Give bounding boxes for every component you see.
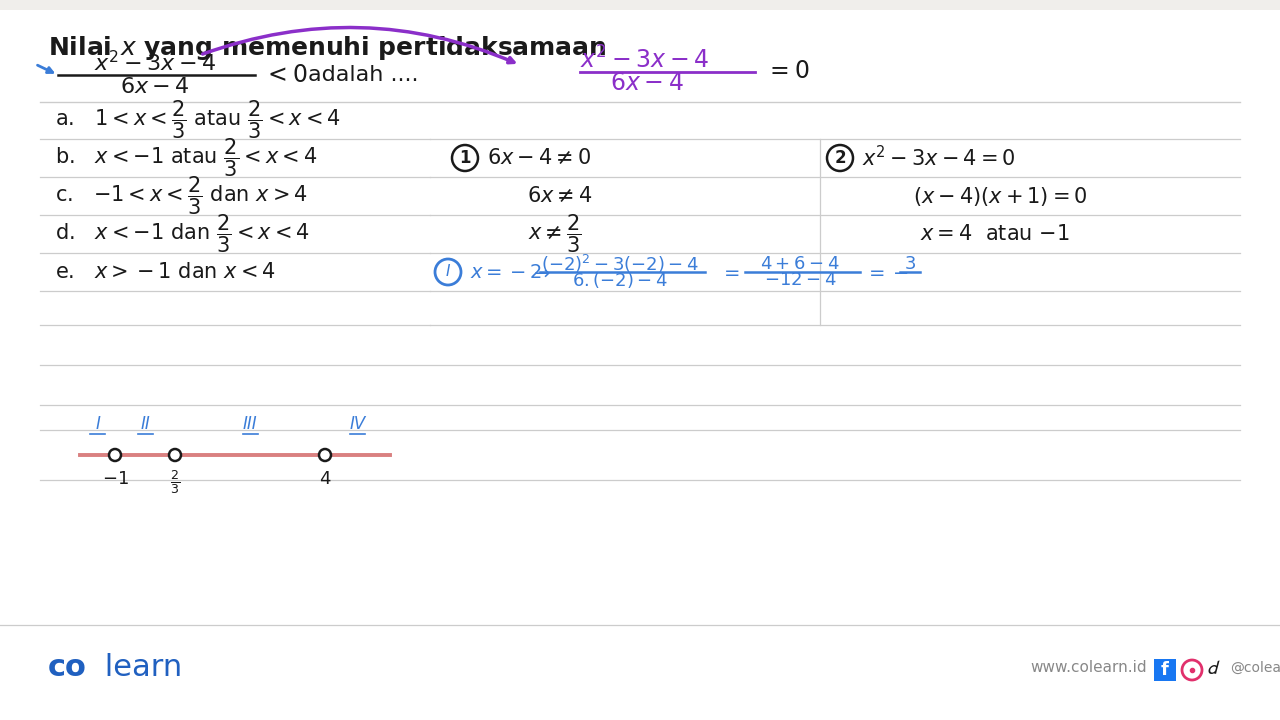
- Text: III: III: [243, 415, 257, 433]
- Text: 1: 1: [460, 149, 471, 167]
- Text: $4 + 6 - 4$: $4 + 6 - 4$: [760, 255, 840, 273]
- Text: $4$: $4$: [319, 470, 332, 488]
- Text: 2: 2: [835, 149, 846, 167]
- Text: adalah ....: adalah ....: [308, 65, 419, 85]
- Text: co: co: [49, 654, 87, 683]
- Text: $-12 - 4$: $-12 - 4$: [764, 271, 836, 289]
- Text: a.   $1 < x < \dfrac{2}{3}$ atau $\dfrac{2}{3} < x < 4$: a. $1 < x < \dfrac{2}{3}$ atau $\dfrac{2…: [55, 99, 340, 141]
- Text: @colearn.id: @colearn.id: [1230, 661, 1280, 675]
- Text: IV: IV: [349, 415, 366, 433]
- Text: $\to$: $\to$: [530, 263, 552, 282]
- Text: $6x - 4$: $6x - 4$: [120, 77, 189, 97]
- Circle shape: [319, 449, 332, 461]
- Text: $= 0$: $= 0$: [765, 59, 809, 83]
- Text: $= -$: $= -$: [865, 263, 909, 282]
- Text: $6x - 4$: $6x - 4$: [611, 71, 684, 95]
- Text: c.   $-1 < x < \dfrac{2}{3}$ dan $x > 4$: c. $-1 < x < \dfrac{2}{3}$ dan $x > 4$: [55, 175, 308, 217]
- Text: learn: learn: [95, 654, 182, 683]
- Text: $(-2)^2 - 3(-2) - 4$: $(-2)^2 - 3(-2) - 4$: [541, 253, 699, 275]
- Text: $=$: $=$: [719, 263, 740, 282]
- Text: f: f: [1161, 661, 1169, 679]
- Text: $< 0$: $< 0$: [262, 63, 307, 87]
- Text: I: I: [95, 415, 100, 433]
- Text: $x = -2$: $x = -2$: [470, 263, 543, 282]
- Text: $x \neq \dfrac{2}{3}$: $x \neq \dfrac{2}{3}$: [529, 212, 582, 256]
- Circle shape: [109, 449, 122, 461]
- FancyBboxPatch shape: [0, 10, 1280, 625]
- Text: $x^2 - 3x - 4$: $x^2 - 3x - 4$: [580, 46, 709, 73]
- Text: www.colearn.id: www.colearn.id: [1030, 660, 1147, 675]
- Text: $6x - 4 \neq 0$: $6x - 4 \neq 0$: [486, 148, 591, 168]
- FancyBboxPatch shape: [0, 625, 1280, 720]
- Text: $6.(-2) - 4$: $6.(-2) - 4$: [572, 270, 668, 290]
- FancyBboxPatch shape: [1155, 659, 1176, 681]
- Text: $\mathcal{d}$: $\mathcal{d}$: [1206, 658, 1220, 678]
- Text: b.   $x < -1$ atau $\dfrac{2}{3} < x < 4$: b. $x < -1$ atau $\dfrac{2}{3} < x < 4$: [55, 137, 317, 179]
- Text: $x = 4$  atau $-1$: $x = 4$ atau $-1$: [920, 224, 1070, 244]
- Text: $6x \neq 4$: $6x \neq 4$: [527, 186, 593, 206]
- Text: $\frac{2}{3}$: $\frac{2}{3}$: [170, 468, 180, 496]
- Text: $-1$: $-1$: [101, 470, 128, 488]
- Text: II: II: [140, 415, 150, 433]
- Text: $x^2 - 3x - 4$: $x^2 - 3x - 4$: [93, 50, 216, 76]
- Text: I: I: [445, 264, 451, 279]
- Text: Nilai $\it{x}$ yang memenuhi pertidaksamaan: Nilai $\it{x}$ yang memenuhi pertidaksam…: [49, 34, 607, 62]
- Text: d.   $x < -1$ dan $\dfrac{2}{3} < x < 4$: d. $x < -1$ dan $\dfrac{2}{3} < x < 4$: [55, 212, 310, 256]
- Circle shape: [169, 449, 180, 461]
- Text: $(x-4)(x+1) = 0$: $(x-4)(x+1) = 0$: [913, 184, 1087, 207]
- Text: $x^2 - 3x - 4 = 0$: $x^2 - 3x - 4 = 0$: [861, 145, 1015, 171]
- Text: e.   $x > -1$ dan $x < 4$: e. $x > -1$ dan $x < 4$: [55, 262, 276, 282]
- Text: $3$: $3$: [904, 255, 916, 273]
